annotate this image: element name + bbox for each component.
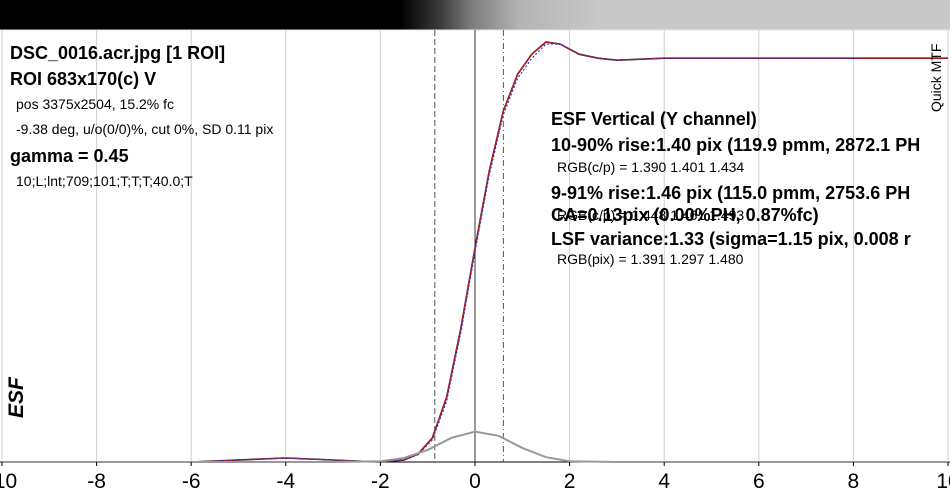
plot-title: DSC_0016.acr.jpg [1 ROI] [10,43,226,63]
x-tick-label: -2 [371,470,390,493]
lsf-variance: LSF variance:1.33 (sigma=1.15 pix, 0.008… [551,229,911,249]
x-tick-label: 6 [753,470,765,493]
x-tick-label: -10 [0,470,17,493]
series [2,41,948,463]
gradient-strip [0,0,950,30]
esf-title: ESF Vertical (Y channel) [551,109,757,129]
x-tick-label: -8 [87,470,106,493]
x-ticks: -10 -8 -6 -4 -2 0 2 4 6 8 10 [0,462,950,493]
x-tick-label: 4 [658,470,670,493]
x-tick-label: 2 [564,470,576,493]
y-axis-label: ESF [5,377,28,418]
x-tick-label: -4 [276,470,295,493]
x-tick-label: -6 [182,470,201,493]
settings-string: 10;L;lnt;709;101;T;T;T;40.0;T [16,173,193,189]
rise-10-90-rgb: RGB(c/p) = 1.390 1.401 1.434 [557,159,745,175]
series-line [2,43,854,463]
deg-info: -9.38 deg, u/o(0/0)%, cut 0%, SD 0.11 pi… [16,121,274,137]
x-tick-label: 8 [848,470,860,493]
gamma-label: gamma = 0.45 [10,146,129,166]
vertical-markers [434,30,504,462]
series-line [2,430,948,463]
roi-info: ROI 683x170(c) V [10,69,157,89]
rise-9-91-rgb: RGB(c/p) = 1.448 1.461 1.493 [557,207,745,223]
x-tick-label: 0 [469,470,481,493]
x-tick-label: 10 [936,470,950,493]
pos-info: pos 3375x2504, 15.2% fc [16,96,175,112]
rise-10-90: 10-90% rise:1.40 pix (119.9 pmm, 2872.1 … [551,135,921,155]
ca-label: CA=0.13pix (0.00%PH, 0.87%fc) [551,205,819,225]
lsf-rgb: RGB(pix) = 1.391 1.297 1.480 [557,251,744,267]
rise-9-91: 9-91% rise:1.46 pix (115.0 pmm, 2753.6 P… [551,183,911,203]
quick-mtf-label[interactable]: Quick MTF [928,43,944,112]
